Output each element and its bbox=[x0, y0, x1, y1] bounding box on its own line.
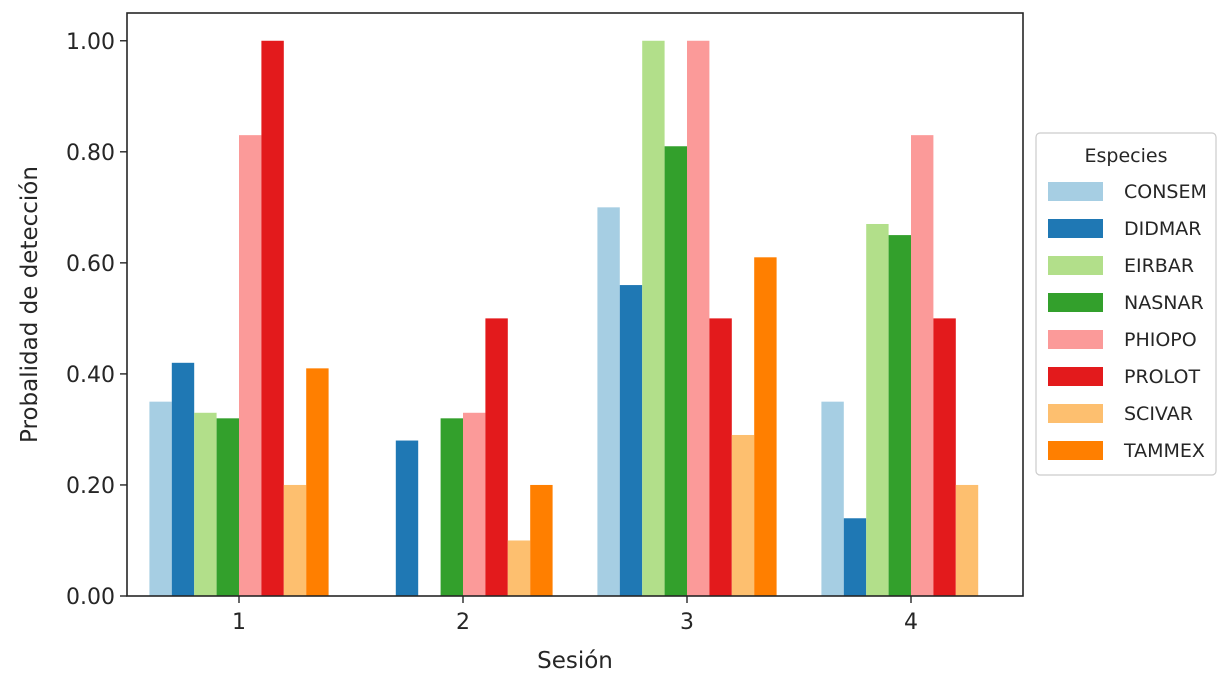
bar-scivar-session-4 bbox=[955, 484, 979, 596]
bar-didmar-session-1 bbox=[171, 362, 195, 596]
legend-label-eirbar: EIRBAR bbox=[1124, 255, 1194, 277]
bar-phiopo-session-2 bbox=[463, 412, 486, 596]
bar-scivar-session-1 bbox=[283, 484, 307, 596]
legend-label-scivar: SCIVAR bbox=[1124, 403, 1193, 425]
legend-label-tammex: TAMMEX bbox=[1123, 440, 1205, 462]
legend-swatch-nasnar bbox=[1048, 293, 1103, 312]
y-tick-label: 0.60 bbox=[66, 252, 115, 277]
bar-eirbar-session-3 bbox=[642, 40, 665, 597]
y-tick-label: 0.80 bbox=[66, 141, 115, 166]
x-axis-label: Sesión bbox=[537, 648, 613, 674]
y-tick-label: 0.20 bbox=[66, 474, 115, 499]
bar-nasnar-session-4 bbox=[888, 235, 911, 596]
bar-tammex-session-3 bbox=[754, 257, 777, 596]
legend-title: Especies bbox=[1085, 145, 1168, 167]
plot-frame bbox=[126, 12, 1024, 597]
x-tick-label: 3 bbox=[680, 610, 694, 635]
legend-swatch-consem bbox=[1048, 182, 1103, 201]
x-axis: 1 2 3 4 bbox=[232, 596, 918, 635]
bar-didmar-session-3 bbox=[619, 285, 643, 596]
bar-scivar-session-3 bbox=[731, 434, 755, 596]
bar-eirbar-session-4 bbox=[866, 223, 889, 596]
legend-label-prolot: PROLOT bbox=[1124, 366, 1200, 388]
bar-nasnar-session-1 bbox=[216, 418, 239, 596]
bar-prolot-session-2 bbox=[485, 318, 508, 596]
bar-scivar-session-2 bbox=[507, 540, 531, 596]
legend-swatch-didmar bbox=[1048, 219, 1103, 238]
bar-nasnar-session-2 bbox=[440, 418, 463, 596]
legend-swatch-prolot bbox=[1048, 367, 1103, 386]
y-tick-label: 1.00 bbox=[66, 30, 115, 55]
bar-consem-session-1 bbox=[149, 401, 172, 596]
legend-label-nasnar: NASNAR bbox=[1124, 292, 1204, 314]
bar-didmar-session-2 bbox=[395, 440, 419, 596]
bar-phiopo-session-4 bbox=[911, 135, 934, 596]
legend-label-didmar: DIDMAR bbox=[1124, 218, 1201, 240]
bar-tammex-session-2 bbox=[530, 484, 553, 596]
legend-swatch-scivar bbox=[1048, 404, 1103, 423]
bar-consem-session-3 bbox=[597, 207, 620, 597]
bars-layer bbox=[149, 40, 979, 597]
legend-label-consem: CONSEM bbox=[1124, 181, 1207, 203]
bar-prolot-session-3 bbox=[709, 318, 732, 596]
legend-swatch-tammex bbox=[1048, 441, 1103, 460]
x-tick-label: 4 bbox=[904, 610, 918, 635]
bar-tammex-session-1 bbox=[306, 368, 329, 596]
legend: Especies CONSEM DIDMAR EIRBAR NASNAR PHIOPO P… bbox=[1035, 132, 1217, 476]
legend-box bbox=[1035, 132, 1217, 476]
bar-prolot-session-4 bbox=[933, 318, 956, 596]
bar-nasnar-session-3 bbox=[664, 146, 687, 596]
bar-consem-session-4 bbox=[821, 401, 844, 596]
y-tick-label: 0.00 bbox=[66, 585, 115, 610]
bar-phiopo-session-1 bbox=[239, 135, 262, 596]
x-tick-label: 1 bbox=[232, 610, 246, 635]
bar-didmar-session-4 bbox=[843, 518, 867, 596]
y-axis-label: Probalidad de detección bbox=[17, 166, 43, 443]
bar-eirbar-session-1 bbox=[194, 412, 217, 596]
bar-phiopo-session-3 bbox=[687, 40, 710, 597]
legend-label-phiopo: PHIOPO bbox=[1124, 329, 1197, 351]
legend-items: CONSEM DIDMAR EIRBAR NASNAR PHIOPO PROLOT SCIV… bbox=[1048, 181, 1207, 462]
legend-swatch-phiopo bbox=[1048, 330, 1103, 349]
bar-prolot-session-1 bbox=[261, 40, 284, 597]
legend-swatch-eirbar bbox=[1048, 256, 1103, 275]
x-tick-label: 2 bbox=[456, 610, 470, 635]
y-tick-label: 0.40 bbox=[66, 363, 115, 388]
y-axis: 0.00 0.20 0.40 0.60 0.80 1.00 bbox=[66, 30, 127, 610]
